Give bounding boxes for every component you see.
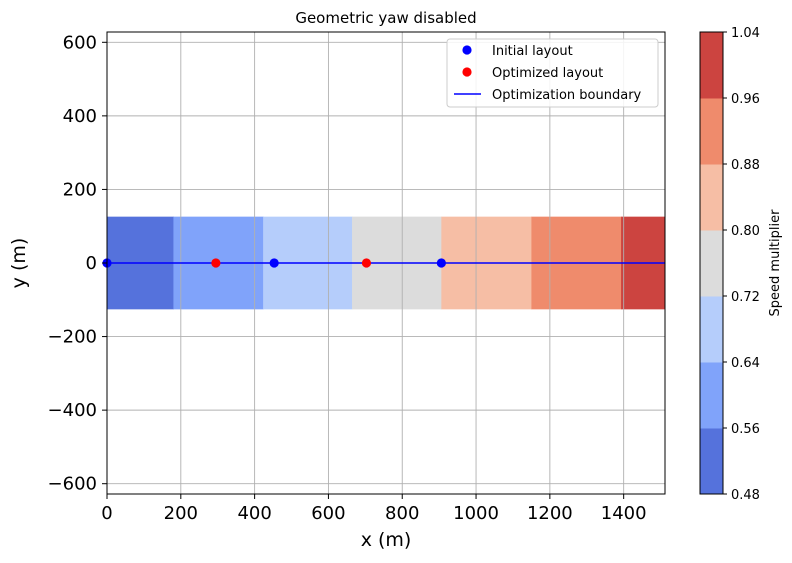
y-tick-label-2: 200 bbox=[63, 179, 97, 200]
colorbar-segment-3 bbox=[700, 296, 723, 363]
y-tick-label-1: 400 bbox=[63, 106, 97, 127]
chart-title: Geometric yaw disabled bbox=[295, 9, 476, 27]
x-tick-label-1: 200 bbox=[164, 503, 198, 524]
legend-box bbox=[446, 38, 659, 108]
legend-label-1: Initial layout bbox=[492, 44, 573, 59]
x-tick-label-3: 600 bbox=[311, 503, 345, 524]
colorbar-tick-label-3: 0.72 bbox=[731, 290, 760, 305]
y-tick-label-0: 600 bbox=[63, 32, 97, 53]
optimized-layout-point-1 bbox=[211, 258, 221, 268]
x-axis-ticks: 0 200 400 600 800 1000 1200 1400 bbox=[101, 494, 647, 524]
x-tick-label-6: 1200 bbox=[527, 503, 573, 524]
layout-points bbox=[102, 258, 446, 268]
colorbar-segment-2 bbox=[700, 362, 723, 429]
colorbar-segment-5 bbox=[700, 164, 723, 231]
x-tick-label-2: 400 bbox=[237, 503, 271, 524]
initial-layout-point-2 bbox=[269, 258, 279, 268]
initial-layout-point-3 bbox=[436, 258, 446, 268]
colorbar-tick-label-4: 0.80 bbox=[731, 224, 760, 239]
colorbar-tick-label-7: 1.04 bbox=[731, 26, 760, 41]
colorbar-segment-4 bbox=[700, 230, 723, 297]
colorbar-segment-6 bbox=[700, 98, 723, 165]
y-tick-label-4: −200 bbox=[48, 327, 97, 348]
legend-label-3: Optimization boundary bbox=[492, 88, 642, 103]
y-axis-ticks: 600 400 200 0 −200 −400 −600 bbox=[48, 32, 107, 495]
x-axis-label: x (m) bbox=[361, 529, 412, 551]
colorbar-tick-label-1: 0.56 bbox=[731, 422, 760, 437]
colorbar: 0.48 0.56 0.64 0.72 0.80 0.88 0.96 1.04 bbox=[699, 26, 760, 503]
y-axis-label: y (m) bbox=[8, 238, 30, 289]
colorbar-tick-label-6: 0.96 bbox=[731, 92, 760, 107]
colorbar-segment-7 bbox=[700, 32, 723, 99]
y-tick-label-3: 0 bbox=[86, 253, 97, 274]
colorbar-segment-1 bbox=[700, 428, 723, 495]
x-tick-label-5: 1000 bbox=[453, 503, 499, 524]
x-tick-label-4: 800 bbox=[385, 503, 419, 524]
colorbar-tick-label-2: 0.64 bbox=[731, 356, 760, 371]
colorbar-frame bbox=[699, 31, 724, 495]
legend-label-2: Optimized layout bbox=[492, 66, 603, 81]
y-tick-label-6: −600 bbox=[48, 474, 97, 495]
colorbar-tick-label-0: 0.48 bbox=[731, 488, 760, 503]
x-tick-label-0: 0 bbox=[101, 503, 112, 524]
colorbar-tick-label-5: 0.88 bbox=[731, 158, 760, 173]
legend-marker-2 bbox=[462, 67, 472, 77]
y-tick-label-5: −400 bbox=[48, 400, 97, 421]
legend: Initial layout Optimized layout Optimizati… bbox=[446, 38, 659, 108]
optimized-layout-point-2 bbox=[361, 258, 372, 268]
colorbar-label: Speed multiplier bbox=[768, 209, 783, 317]
x-tick-label-7: 1400 bbox=[601, 503, 647, 524]
legend-marker-1 bbox=[462, 45, 472, 55]
